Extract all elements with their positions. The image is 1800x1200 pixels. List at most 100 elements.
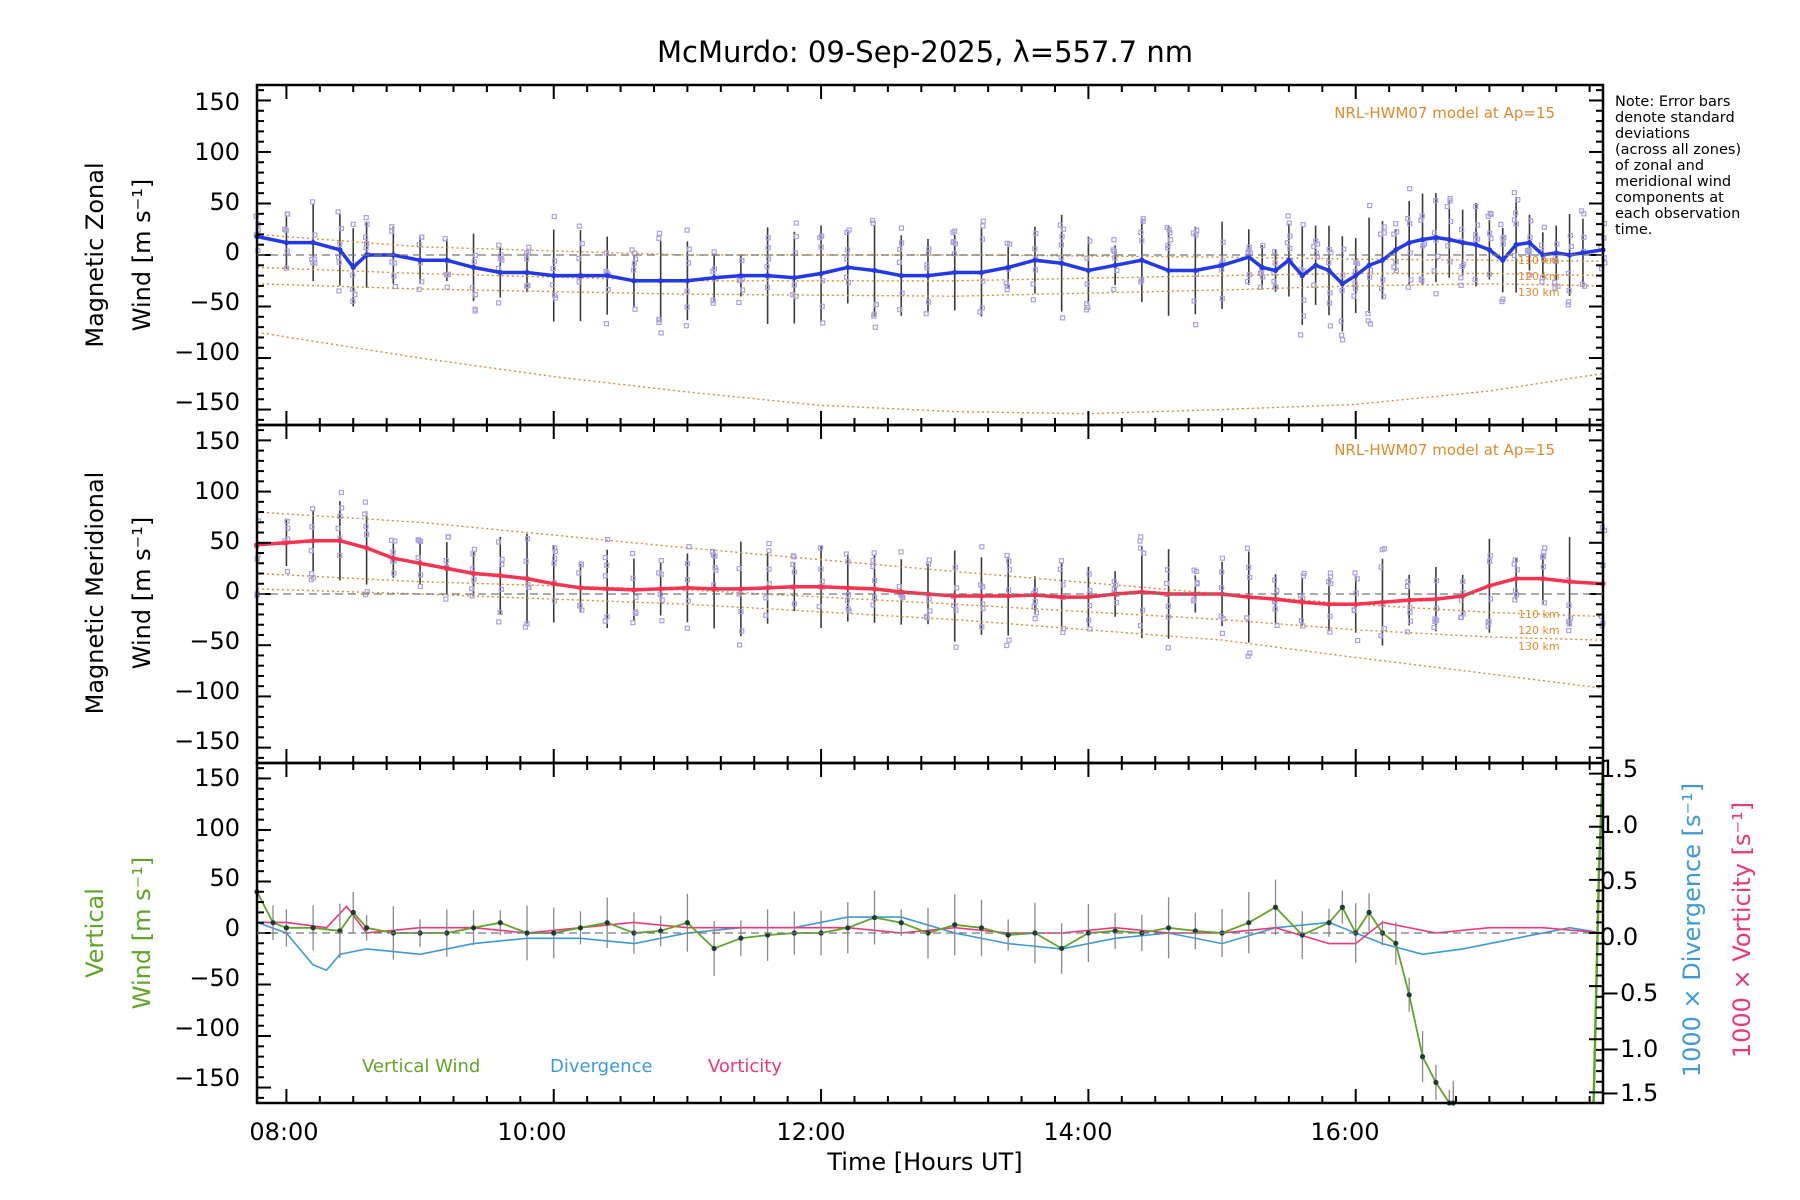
zonal-scatter-point	[1138, 229, 1144, 236]
meridional-scatter-point	[471, 577, 477, 583]
meridional-wind-point	[417, 560, 423, 566]
zonal-wind-point	[1339, 281, 1345, 287]
meridional-scatter-point	[871, 595, 878, 601]
meridional-scatter-point	[736, 566, 742, 572]
note-line: each observation	[1615, 206, 1740, 222]
zonal-wind-point	[738, 273, 744, 279]
zonal-wind-point	[1192, 267, 1198, 274]
meridional-wind-point	[1406, 597, 1412, 603]
meridional-scatter-point	[578, 562, 584, 568]
zonal-wind-point	[337, 247, 343, 253]
meridional-scatter-point	[1137, 538, 1143, 544]
zonal-scatter-point	[739, 287, 746, 293]
meridional-wind-point	[898, 589, 904, 595]
zonal-wind-point	[952, 269, 958, 276]
zonal-scatter-point	[684, 288, 690, 294]
zonal-scatter-point	[1060, 226, 1067, 232]
zonal-scatter-point	[1059, 234, 1065, 240]
zonal-scatter-point	[1219, 295, 1225, 302]
zonal-wind-point	[978, 269, 985, 276]
vertical-wind-point	[364, 925, 370, 931]
meridional-scatter-point	[684, 577, 691, 583]
zonal-scatter-point	[844, 256, 850, 262]
meridional-scatter-point	[791, 601, 797, 607]
zonal-wind-point	[1406, 240, 1412, 246]
zonal-wind-point	[1353, 273, 1359, 279]
meridional-scatter-point	[577, 602, 583, 609]
right-tick-label: −1.0	[1600, 1035, 1658, 1063]
zonal-scatter-point	[1488, 235, 1494, 242]
meridional-scatter-point	[870, 602, 876, 608]
zonal-scatter-point	[683, 323, 689, 329]
meridional-wind-point	[764, 585, 771, 591]
vertical-tick-labels: 150 100 50 0 −50 −100 −150	[174, 764, 240, 1092]
y-tick-label: −150	[174, 727, 240, 755]
y-tick-label: 0	[225, 238, 240, 266]
meridional-scatter-point	[1219, 630, 1226, 637]
meridional-scatter-point	[870, 563, 876, 570]
zonal-scatter-point	[1431, 230, 1438, 236]
zonal-scatter-point	[1459, 226, 1465, 233]
meridional-scatter-point	[953, 607, 959, 613]
meridional-scatter-point	[1113, 599, 1119, 606]
zonal-scatter-point	[1527, 234, 1533, 241]
meridional-wind-point	[524, 576, 530, 582]
right-tick-label: 0.0	[1600, 923, 1638, 951]
meridional-scatter-point	[310, 506, 316, 512]
meridional-alt-label-130: 130 km	[1518, 640, 1560, 653]
zonal-scatter-point	[312, 232, 318, 238]
vertical-wind-point	[1419, 1054, 1426, 1060]
meridional-scatter-point	[1326, 579, 1332, 585]
zonal-scatter-point	[765, 256, 772, 262]
zonal-scatter-point	[1314, 241, 1321, 247]
zonal-scatter-point	[844, 247, 851, 253]
meridional-scatter-point	[1327, 613, 1333, 619]
vertical-wind-point	[1433, 1079, 1439, 1085]
zonal-scatter-point	[549, 282, 556, 288]
meridional-scatter-point	[656, 570, 662, 576]
meridional-scatter-point	[1087, 587, 1093, 593]
zonal-scatter-point	[1165, 242, 1171, 249]
meridional-scatter-point	[1032, 587, 1039, 594]
meridional-scatter-point	[469, 586, 475, 592]
zonal-scatter-point	[1498, 221, 1504, 227]
meridional-wind-point	[738, 586, 744, 592]
zonal-scatter-point	[1458, 275, 1464, 281]
zonal-wind-point	[1379, 257, 1386, 263]
meridional-scatter-point	[1488, 596, 1494, 602]
zonal-scatter-point	[1084, 281, 1090, 287]
zonal-wind-point	[551, 273, 557, 279]
zonal-scatter-point	[1581, 234, 1587, 240]
y-tick-label: 50	[209, 527, 240, 555]
zonal-scatter-point	[846, 227, 852, 233]
meridional-wind-point	[1299, 599, 1305, 605]
meridional-scatter-point	[1433, 617, 1440, 623]
y-tick-label: −100	[174, 677, 240, 705]
zonal-wind-point	[1313, 262, 1319, 268]
zonal-scatter-point	[416, 241, 422, 248]
zonal-model-line	[256, 283, 1604, 297]
meridional-scatter-point	[1244, 615, 1250, 621]
meridional-wind-point	[470, 570, 477, 577]
meridional-wind-point	[871, 586, 878, 592]
zonal-wind-point	[1005, 264, 1011, 270]
zonal-scatter-point	[656, 235, 662, 241]
meridional-scatter-point	[308, 548, 314, 554]
zonal-scatter-point	[1030, 297, 1036, 303]
meridional-scatter-point	[1487, 558, 1493, 564]
zonal-scatter-point	[925, 299, 932, 305]
zonal-scatter-point	[765, 245, 771, 251]
zonal-scatter-point	[1526, 247, 1532, 253]
meridional-scatter-point	[1163, 580, 1170, 587]
meridional-scatter-point	[1032, 598, 1038, 605]
zonal-alt-label-120: 120 km	[1518, 270, 1560, 283]
meridional-scatter-point	[362, 511, 368, 517]
zonal-scatter-point	[843, 274, 850, 280]
zonal-wind-point	[658, 278, 664, 284]
zonal-scatter-point	[1391, 231, 1397, 237]
meridional-scatter-point	[391, 570, 397, 576]
zonal-scatter-point	[1326, 260, 1332, 266]
zonal-scatter-point	[1004, 283, 1011, 289]
meridional-scatter-point	[576, 570, 582, 576]
zonal-scatter-point	[924, 265, 930, 271]
